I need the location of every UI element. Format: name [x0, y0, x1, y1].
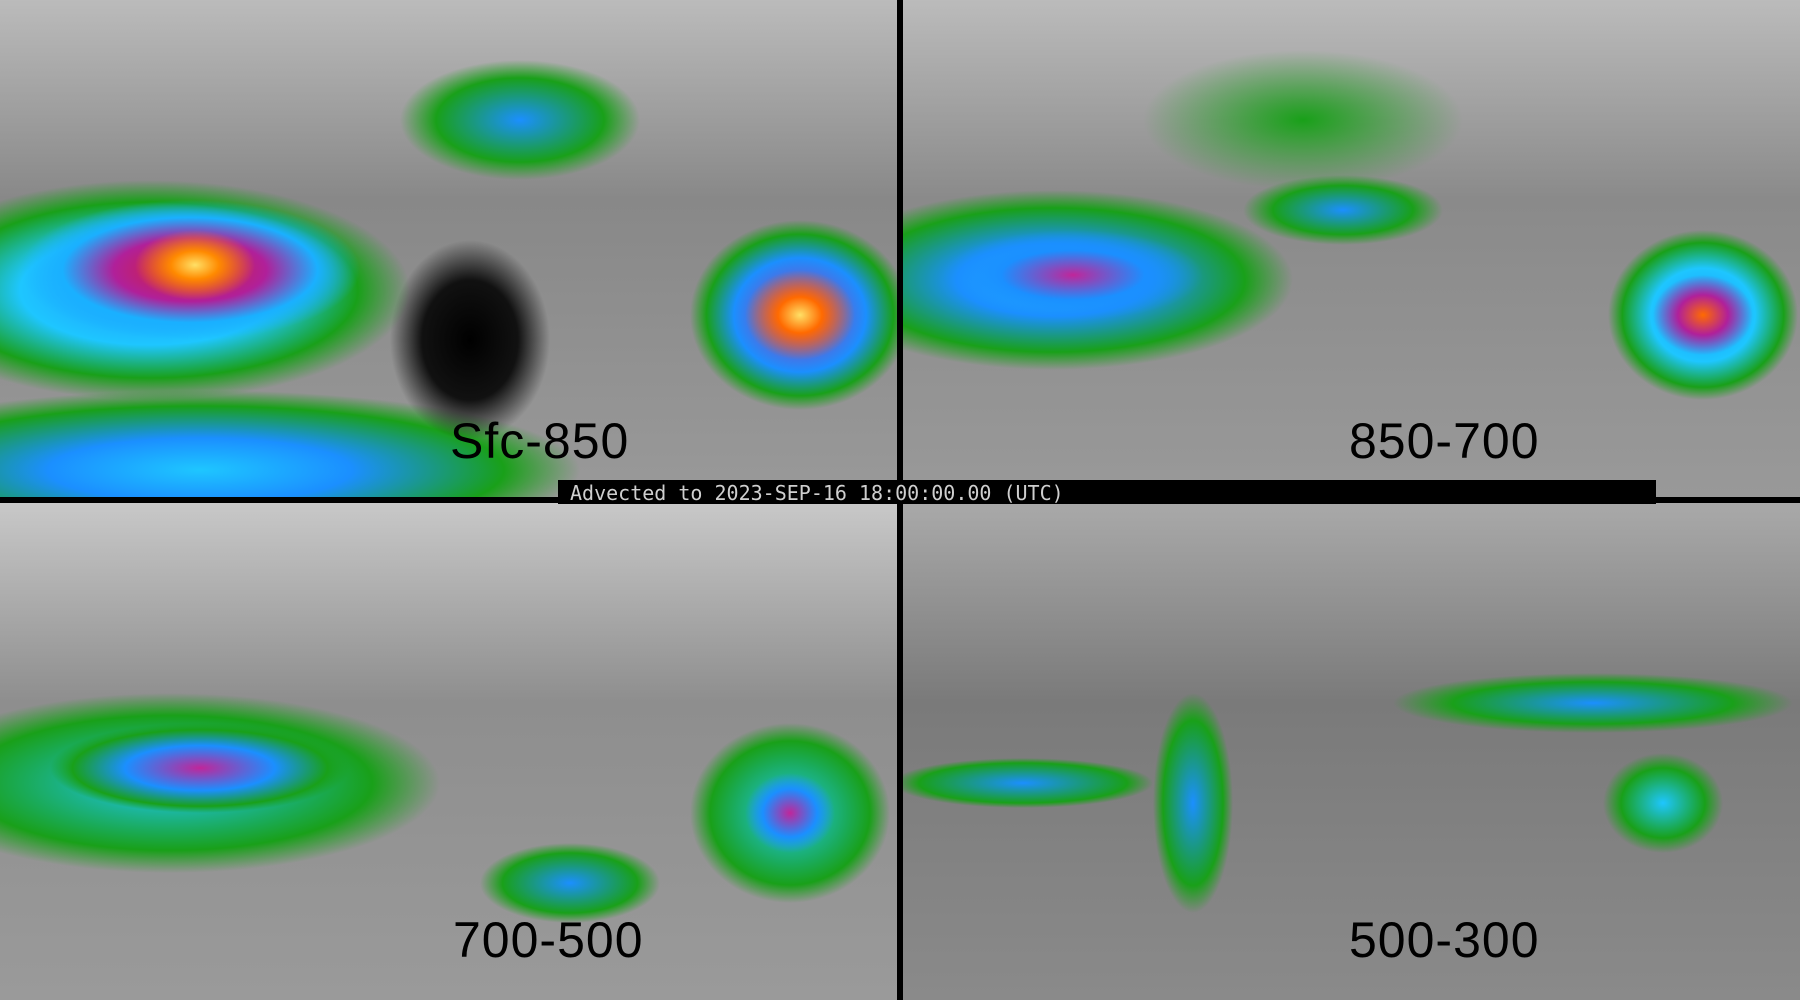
map-panel-sfc-850: Sfc-850 — [0, 0, 897, 497]
map-panel-850-700: 850-700 — [903, 0, 1800, 497]
panel-label: 700-500 — [453, 912, 644, 968]
timestamp-text: Advected to 2023-SEP-16 18:00:00.00 (UTC… — [570, 481, 1064, 505]
map-panel-700-500: 700-500 — [0, 503, 897, 1000]
map-panel-500-300: 500-300 — [903, 503, 1800, 1000]
panel-label: 850-700 — [1349, 413, 1540, 469]
panel-label: 500-300 — [1349, 912, 1540, 968]
timestamp-banner: Advected to 2023-SEP-16 18:00:00.00 (UTC… — [558, 480, 1656, 505]
panel-label: Sfc-850 — [450, 413, 630, 469]
